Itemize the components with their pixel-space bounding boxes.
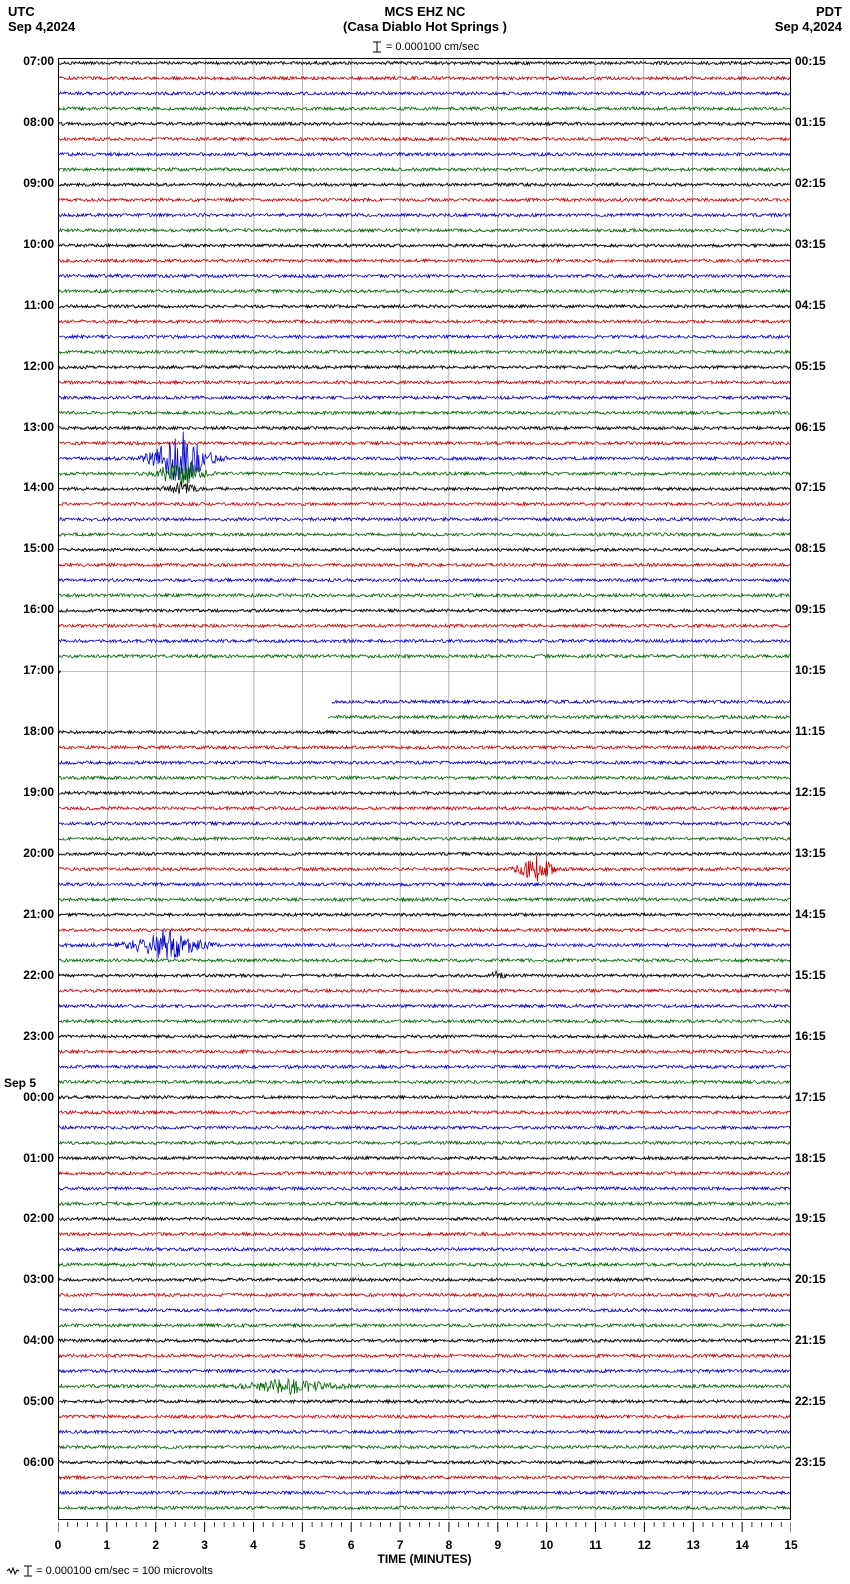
footer-bar-icon xyxy=(23,1564,33,1578)
x-tick-label: 6 xyxy=(348,1538,355,1552)
pdt-time-label: 15:15 xyxy=(795,968,843,982)
utc-time-label: 23:00 xyxy=(4,1029,54,1043)
pdt-time-label: 16:15 xyxy=(795,1029,843,1043)
x-tick-label: 15 xyxy=(784,1538,797,1552)
seismogram-plot xyxy=(58,58,791,1520)
x-tick-label: 14 xyxy=(735,1538,748,1552)
pdt-time-label: 17:15 xyxy=(795,1090,843,1104)
x-axis: 0123456789101112131415 TIME (MINUTES) xyxy=(58,1522,791,1558)
x-tick-label: 2 xyxy=(152,1538,159,1552)
pdt-time-label: 14:15 xyxy=(795,907,843,921)
utc-time-label: 08:00 xyxy=(4,115,54,129)
footer-scale-icon xyxy=(6,1565,20,1577)
x-tick-label: 8 xyxy=(446,1538,453,1552)
utc-time-label: 00:00 xyxy=(4,1090,54,1104)
x-axis-ticks xyxy=(58,1522,791,1538)
utc-time-label: 14:00 xyxy=(4,480,54,494)
x-tick-label: 5 xyxy=(299,1538,306,1552)
footer-scale: = 0.000100 cm/sec = 100 microvolts xyxy=(6,1564,213,1578)
pdt-time-label: 02:15 xyxy=(795,176,843,190)
footer-text: = 0.000100 cm/sec = 100 microvolts xyxy=(36,1565,213,1577)
pdt-time-label: 03:15 xyxy=(795,237,843,251)
seismogram-svg xyxy=(59,59,790,1519)
x-tick-label: 9 xyxy=(494,1538,501,1552)
station-location: (Casa Diablo Hot Springs ) xyxy=(0,19,850,34)
header: UTC Sep 4,2024 MCS EHZ NC (Casa Diablo H… xyxy=(0,4,850,54)
utc-time-label: 04:00 xyxy=(4,1333,54,1347)
utc-time-label: 11:00 xyxy=(4,298,54,312)
utc-time-label: 17:00 xyxy=(4,663,54,677)
pdt-time-label: 09:15 xyxy=(795,602,843,616)
header-center: MCS EHZ NC (Casa Diablo Hot Springs ) xyxy=(0,4,850,34)
station-code: MCS EHZ NC xyxy=(0,4,850,19)
utc-time-label: 20:00 xyxy=(4,846,54,860)
pdt-time-label: 11:15 xyxy=(795,724,843,738)
utc-time-label: 15:00 xyxy=(4,541,54,555)
utc-time-label: 02:00 xyxy=(4,1211,54,1225)
utc-time-label: 10:00 xyxy=(4,237,54,251)
scale-text: = 0.000100 cm/sec xyxy=(386,41,479,53)
utc-time-label: 16:00 xyxy=(4,602,54,616)
pdt-time-label: 12:15 xyxy=(795,785,843,799)
x-tick-label: 7 xyxy=(397,1538,404,1552)
pdt-time-label: 05:15 xyxy=(795,359,843,373)
utc-time-label: 07:00 xyxy=(4,54,54,68)
pdt-time-label: 13:15 xyxy=(795,846,843,860)
pdt-time-label: 10:15 xyxy=(795,663,843,677)
pdt-time-label: 23:15 xyxy=(795,1455,843,1469)
pdt-time-label: 19:15 xyxy=(795,1211,843,1225)
pdt-time-label: 22:15 xyxy=(795,1394,843,1408)
utc-time-label: 18:00 xyxy=(4,724,54,738)
scale-bar-icon xyxy=(371,40,383,54)
pdt-time-label: 01:15 xyxy=(795,115,843,129)
utc-time-label: 01:00 xyxy=(4,1151,54,1165)
pdt-time-label: 07:15 xyxy=(795,480,843,494)
x-tick-label: 0 xyxy=(55,1538,62,1552)
utc-time-label: 21:00 xyxy=(4,907,54,921)
x-tick-label: 11 xyxy=(589,1538,602,1552)
x-tick-label: 10 xyxy=(540,1538,553,1552)
x-tick-label: 4 xyxy=(250,1538,257,1552)
header-right: PDT Sep 4,2024 xyxy=(775,4,842,34)
utc-time-label: 12:00 xyxy=(4,359,54,373)
pdt-date-label: Sep 4,2024 xyxy=(775,19,842,34)
utc-time-label: 22:00 xyxy=(4,968,54,982)
pdt-time-label: 06:15 xyxy=(795,420,843,434)
day-break-label: Sep 5 xyxy=(4,1076,54,1090)
utc-time-label: 19:00 xyxy=(4,785,54,799)
pdt-tz-label: PDT xyxy=(775,4,842,19)
utc-time-label: 05:00 xyxy=(4,1394,54,1408)
pdt-time-label: 18:15 xyxy=(795,1151,843,1165)
x-tick-label: 12 xyxy=(638,1538,651,1552)
utc-time-label: 06:00 xyxy=(4,1455,54,1469)
x-tick-label: 1 xyxy=(104,1538,111,1552)
utc-time-label: 09:00 xyxy=(4,176,54,190)
x-tick-label: 3 xyxy=(201,1538,208,1552)
scale-indicator: = 0.000100 cm/sec xyxy=(0,40,850,54)
x-tick-label: 13 xyxy=(687,1538,700,1552)
pdt-time-label: 08:15 xyxy=(795,541,843,555)
pdt-time-label: 20:15 xyxy=(795,1272,843,1286)
utc-time-label: 13:00 xyxy=(4,420,54,434)
pdt-time-label: 21:15 xyxy=(795,1333,843,1347)
pdt-time-label: 00:15 xyxy=(795,54,843,68)
utc-time-label: 03:00 xyxy=(4,1272,54,1286)
pdt-time-label: 04:15 xyxy=(795,298,843,312)
